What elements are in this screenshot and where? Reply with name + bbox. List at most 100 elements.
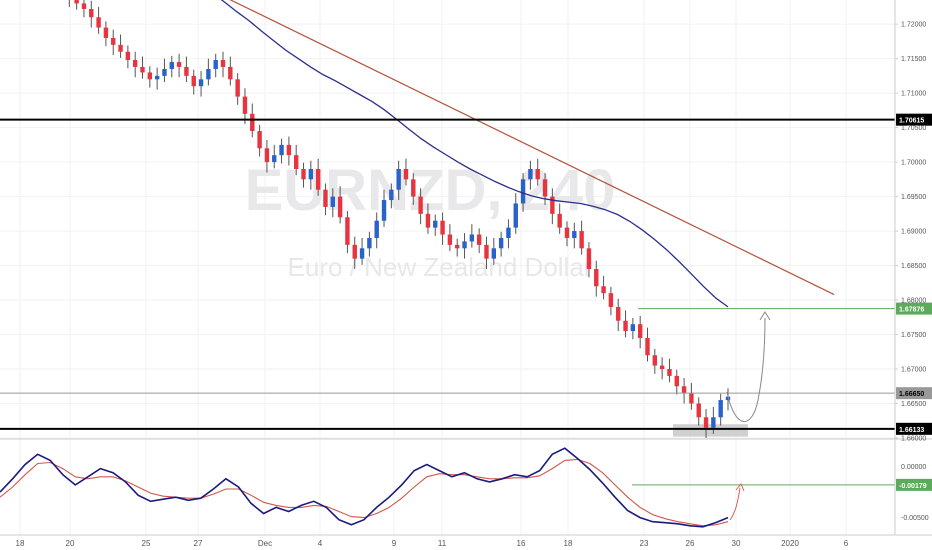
x-tick-label: 16 xyxy=(517,539,526,548)
candle-body xyxy=(484,244,489,259)
descending-trendline[interactable] xyxy=(224,0,835,296)
candle-body xyxy=(389,189,394,201)
candle-body xyxy=(323,189,328,207)
candle-body xyxy=(579,231,584,249)
candle-body xyxy=(418,196,423,214)
candle-body xyxy=(506,227,511,238)
osc-y-tick-label: 0.00000 xyxy=(901,464,926,471)
oscillator-projection-head xyxy=(735,483,745,492)
support-zone-rect xyxy=(673,424,748,437)
candle-body xyxy=(528,168,533,180)
x-tick-label: 11 xyxy=(438,539,447,548)
candle-body xyxy=(367,237,372,249)
oscillator-projection xyxy=(729,487,741,521)
candle-body xyxy=(476,234,482,245)
candle-body xyxy=(154,75,160,80)
candle-body xyxy=(198,79,204,87)
candle-body xyxy=(315,168,321,190)
x-tick-label: 2020 xyxy=(781,539,799,548)
candle-body xyxy=(594,269,599,287)
candle-body xyxy=(228,66,233,80)
candle-body xyxy=(601,286,606,294)
x-tick-label: Dec xyxy=(258,539,272,548)
candle-body xyxy=(103,27,109,38)
candle-body xyxy=(118,44,123,52)
candle-body xyxy=(293,155,299,169)
projection-curve xyxy=(726,317,766,422)
watermark-name: Euro / New Zealand Dollar xyxy=(288,252,593,282)
price-level-label: 1.70615 xyxy=(899,118,924,125)
projection-arrowhead xyxy=(759,311,771,321)
y-tick-label: 1.70500 xyxy=(901,125,926,132)
candle-body xyxy=(184,66,189,76)
candle-body xyxy=(213,60,218,69)
candle-body xyxy=(81,3,87,9)
x-tick-label: 4 xyxy=(318,539,323,548)
y-tick-label: 1.71000 xyxy=(901,91,926,98)
price-levels[interactable]: 1.70615 1.67876 1.66650 1.66133 xyxy=(0,113,932,435)
candle-body xyxy=(257,131,262,149)
moving-average-line xyxy=(220,0,729,308)
candle-body xyxy=(169,62,174,69)
candle-body xyxy=(191,75,196,87)
candle-body xyxy=(132,60,138,67)
oscillator-pane: -0.00179 xyxy=(0,438,932,528)
candle-body xyxy=(359,248,365,259)
candle-body xyxy=(125,51,131,61)
x-tick-label: 30 xyxy=(732,539,741,548)
price-level-tag xyxy=(896,302,932,315)
candle-body xyxy=(162,68,167,76)
candle-body xyxy=(674,375,679,387)
candle-body xyxy=(703,417,709,428)
y-tick-label: 1.70000 xyxy=(901,160,926,167)
candle-body xyxy=(111,37,116,45)
candle-body xyxy=(586,248,592,270)
oscillator-main-line xyxy=(0,447,729,528)
projection-layer xyxy=(726,311,771,422)
x-tick-label: 27 xyxy=(194,539,203,548)
candle-body xyxy=(513,203,518,228)
osc-y-tick-label: -0.00500 xyxy=(901,515,929,522)
y-tick-label: 1.72000 xyxy=(901,22,926,29)
candle-body xyxy=(74,0,79,4)
x-tick-label: 9 xyxy=(392,539,397,548)
candle-body xyxy=(630,324,636,332)
candle-body xyxy=(411,179,416,197)
candle-body xyxy=(403,168,409,180)
trendline-layer[interactable] xyxy=(224,0,835,296)
candle-body xyxy=(652,355,658,366)
x-tick-label: 6 xyxy=(844,539,849,548)
candle-body xyxy=(242,96,248,114)
price-level-tag xyxy=(896,422,932,435)
y-tick-label: 1.67000 xyxy=(901,367,926,374)
candle-body xyxy=(520,179,526,204)
candle-body xyxy=(557,213,562,228)
candle-body xyxy=(718,400,723,418)
candle-body xyxy=(498,237,504,249)
candle-body xyxy=(330,196,335,207)
candle-body xyxy=(272,155,277,163)
candle-body xyxy=(345,217,350,245)
candle-body xyxy=(572,231,577,238)
candle-body xyxy=(455,244,460,249)
candle-body xyxy=(667,369,672,376)
candle-body xyxy=(616,306,621,321)
sma-layer xyxy=(220,0,729,308)
candle-body xyxy=(462,241,467,249)
oscillator-signal-line xyxy=(0,458,729,527)
price-level-tag xyxy=(896,387,932,400)
candle-body xyxy=(374,220,379,238)
candle-body xyxy=(696,403,701,418)
y-tick-label: 1.68000 xyxy=(901,298,926,305)
candle-body xyxy=(608,293,614,307)
candle-body xyxy=(147,72,153,80)
candle-body xyxy=(491,248,497,259)
candle-body xyxy=(645,337,650,356)
candle-body xyxy=(623,320,628,332)
oscillator-level-label: -0.00179 xyxy=(899,483,927,490)
candle-body xyxy=(206,68,211,80)
candle-body xyxy=(381,200,387,221)
price-level-label: 1.66650 xyxy=(899,391,924,398)
